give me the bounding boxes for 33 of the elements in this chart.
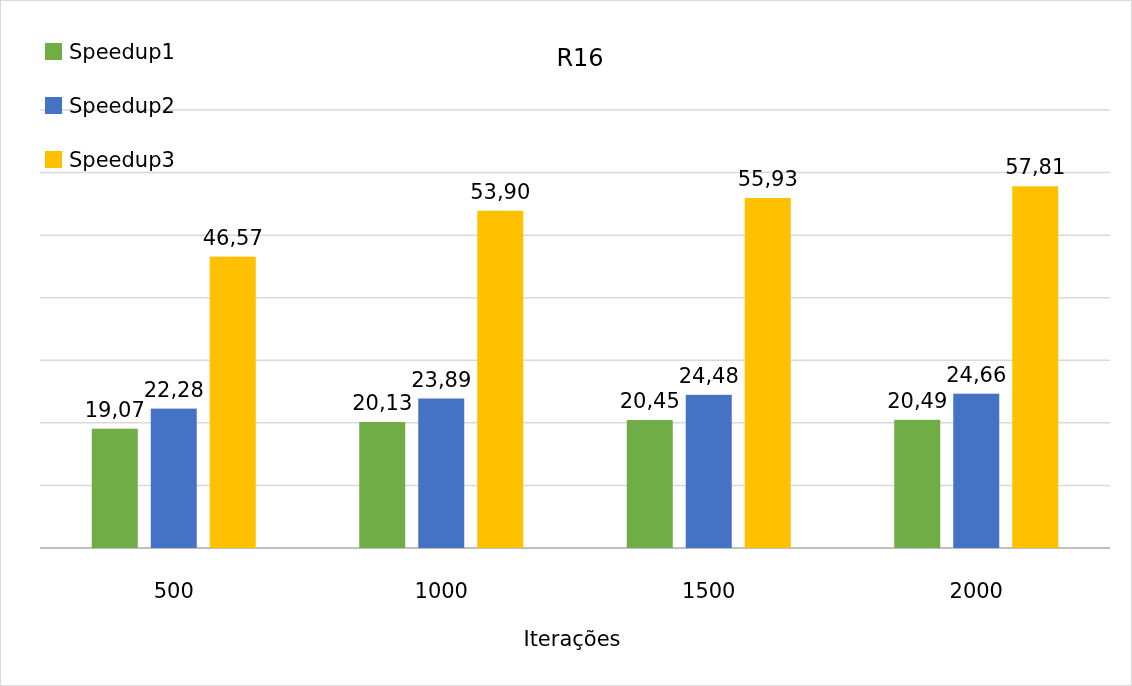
data-label: 55,93	[737, 167, 798, 192]
bar	[744, 198, 791, 548]
bar	[150, 408, 197, 548]
data-label: 20,49	[887, 388, 948, 413]
bar	[359, 422, 406, 548]
bar	[953, 393, 1000, 548]
bar	[626, 420, 673, 548]
bar	[894, 419, 941, 548]
data-label: 19,07	[84, 397, 145, 422]
data-label: 46,57	[202, 225, 263, 250]
legend-label: Speedup3	[69, 148, 175, 172]
bar	[91, 428, 138, 548]
data-label: 53,90	[470, 179, 531, 204]
bar	[1012, 186, 1059, 548]
data-label: 57,81	[1005, 155, 1066, 180]
bar	[685, 394, 732, 548]
bar	[418, 398, 465, 548]
data-label: 23,89	[411, 367, 472, 392]
legend-label: Speedup1	[69, 40, 175, 64]
chart-title: R16	[556, 44, 604, 72]
x-tick-label: 500	[153, 579, 194, 603]
x-tick-label: 2000	[949, 579, 1003, 603]
bar	[209, 256, 256, 548]
x-axis-title: Iterações	[523, 627, 621, 651]
data-label: 24,66	[946, 362, 1007, 387]
data-label: 20,13	[352, 391, 413, 416]
data-label: 24,48	[678, 363, 739, 388]
x-tick-label: 1000	[414, 579, 468, 603]
data-label: 20,45	[619, 389, 680, 414]
legend-label: Speedup2	[69, 94, 175, 118]
x-tick-label: 1500	[682, 579, 736, 603]
data-label: 22,28	[143, 377, 204, 402]
bar	[477, 210, 524, 548]
